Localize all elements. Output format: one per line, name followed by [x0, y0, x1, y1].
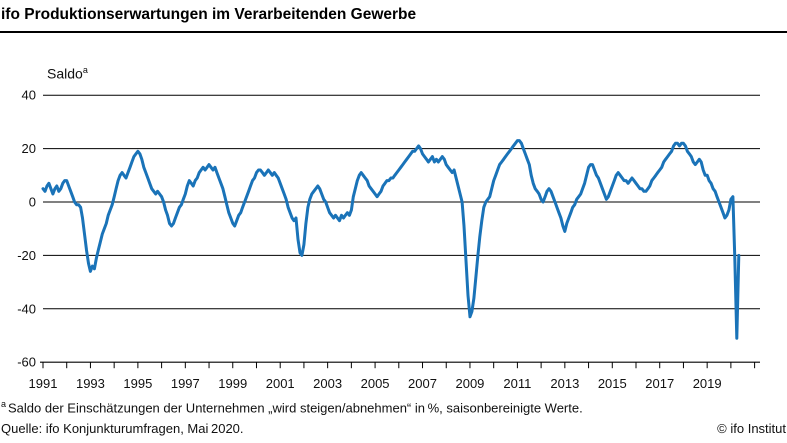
x-tick-label: 2009: [455, 376, 484, 391]
x-tick-label: 2011: [503, 376, 531, 391]
y-tick-label: -60: [17, 355, 36, 370]
y-tick-label: -20: [17, 248, 36, 263]
x-tick-label: 2013: [550, 376, 579, 391]
x-tick-label: 2015: [598, 376, 627, 391]
y-tick-label: 40: [22, 88, 36, 103]
y-axis-label-text: Saldo: [47, 65, 83, 82]
data-line-produktionserwartungen: [41, 139, 741, 340]
y-tick-label: -40: [17, 301, 36, 316]
x-tick-label: 2001: [266, 376, 295, 391]
source-text: Quelle: ifo Konjunkturumfragen, Mai 2020…: [1, 421, 244, 436]
footnote: a Saldo der Einschätzungen der Unternehme…: [1, 399, 787, 415]
x-tick-label: 2017: [645, 376, 674, 391]
x-tick-label: 1993: [76, 376, 105, 391]
y-tick-label: 0: [29, 195, 36, 210]
y-axis-label-superscript: a: [82, 65, 88, 75]
x-tick-label: 1999: [218, 376, 247, 391]
y-axis-label: Saldoa: [47, 65, 88, 82]
x-tick-label: 2007: [408, 376, 437, 391]
copyright-text: © ifo Institut: [717, 421, 786, 436]
footnote-superscript: a: [1, 399, 7, 409]
x-tick-label: 2003: [313, 376, 342, 391]
x-tick-label: 1991: [29, 376, 58, 391]
title-divider-rule: [0, 31, 787, 33]
chart-title: ifo Produktionserwartungen im Verarbeite…: [1, 6, 417, 23]
source-row: Quelle: ifo Konjunkturumfragen, Mai 2020…: [1, 421, 786, 436]
x-tick-label: 2005: [361, 376, 390, 391]
footnote-text: Saldo der Einschätzungen der Unternehmen…: [8, 400, 583, 416]
line-chart: 40 20 0 -20 -40 -60 1991 1993 1995 1997 1999 2001 20…: [17, 88, 760, 391]
y-tick-label: 20: [22, 141, 36, 156]
x-tick-label: 2019: [693, 376, 722, 391]
x-tick-label: 1995: [123, 376, 152, 391]
x-tick-label: 1997: [171, 376, 200, 391]
